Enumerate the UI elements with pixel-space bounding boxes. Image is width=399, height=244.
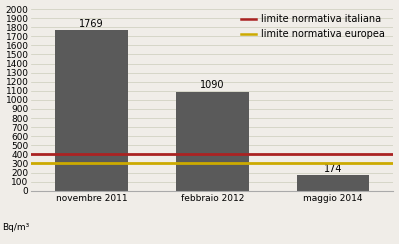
Text: 174: 174 xyxy=(324,163,342,173)
Legend: limite normativa italiana, limite normativa europea: limite normativa italiana, limite normat… xyxy=(237,10,389,43)
Text: 1769: 1769 xyxy=(79,19,104,29)
Text: Bq/m³: Bq/m³ xyxy=(2,224,30,233)
Bar xyxy=(297,175,369,191)
Bar xyxy=(176,92,249,191)
Text: 1090: 1090 xyxy=(200,80,225,90)
Bar xyxy=(55,30,128,191)
